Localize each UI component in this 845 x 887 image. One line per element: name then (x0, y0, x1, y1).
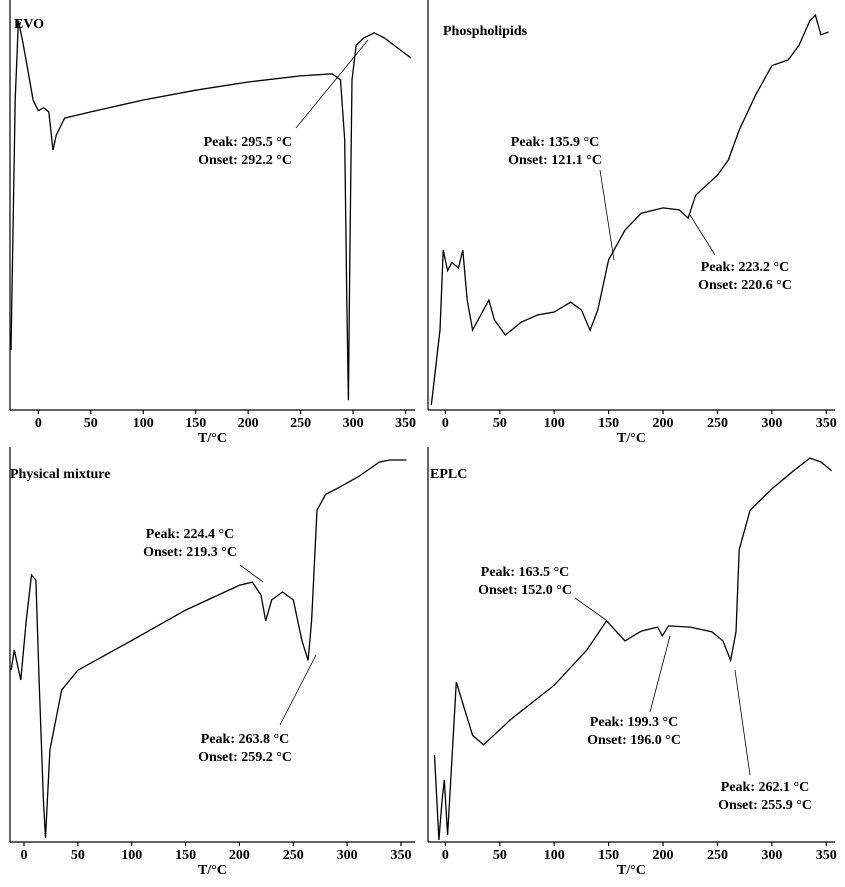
annotation: Onset: 152.0 °C (478, 583, 572, 598)
x-tick-label: 50 (493, 848, 507, 863)
annotation: Onset: 219.3 °C (143, 545, 237, 560)
x-tick-label: 100 (544, 416, 565, 431)
x-tick-label: 300 (337, 848, 358, 863)
curve (433, 457, 833, 841)
annotation: Onset: 259.2 °C (198, 750, 292, 765)
x-tick-label: 250 (707, 416, 728, 431)
x-tick-label: 200 (238, 416, 259, 431)
leader-line (279, 654, 317, 726)
x-tick-label: 0 (442, 848, 449, 863)
x-tick-label: 100 (121, 848, 142, 863)
annotation: Peak: 135.9 °C (511, 135, 599, 150)
x-tick-label: 100 (133, 416, 154, 431)
x-axis-label: T/°C (198, 431, 227, 446)
leader-line (599, 169, 615, 261)
x-tick-label: 350 (395, 416, 416, 431)
x-tick-label: 50 (493, 416, 507, 431)
x-tick-label: 100 (544, 848, 565, 863)
annotation: Peak: 263.8 °C (201, 732, 289, 747)
annotation: Onset: 121.1 °C (508, 153, 602, 168)
panel-title: Physical mixture (10, 467, 110, 482)
x-tick-label: 150 (598, 848, 619, 863)
leader-line (734, 669, 751, 776)
x-tick-label: 150 (175, 848, 196, 863)
x-tick-label: 50 (71, 848, 85, 863)
panel-title: EVO (14, 17, 44, 32)
x-axis-label: T/°C (617, 431, 646, 446)
x-tick-label: 300 (343, 416, 364, 431)
annotation: Peak: 223.2 °C (701, 260, 789, 275)
curve (430, 13, 829, 406)
x-tick-label: 350 (390, 848, 411, 863)
annotation: Peak: 295.5 °C (204, 135, 292, 150)
x-tick-label: 250 (707, 848, 728, 863)
leader-line (574, 597, 607, 621)
annotation: Onset: 255.9 °C (718, 798, 812, 813)
x-tick-label: 200 (653, 416, 674, 431)
x-tick-label: 200 (653, 848, 674, 863)
leader-line (239, 564, 264, 583)
x-axis-label: T/°C (617, 863, 646, 878)
x-tick-label: 200 (229, 848, 250, 863)
annotation: Onset: 196.0 °C (587, 733, 681, 748)
leader-line (689, 214, 716, 256)
annotation: Peak: 163.5 °C (481, 565, 569, 580)
x-tick-label: 50 (84, 416, 98, 431)
x-tick-label: 0 (35, 416, 42, 431)
curve (10, 459, 407, 839)
leader-line (295, 39, 369, 129)
x-tick-label: 350 (816, 848, 837, 863)
x-tick-label: 0 (442, 416, 449, 431)
panel-title: Phospholipids (443, 24, 528, 39)
x-tick-label: 250 (290, 416, 311, 431)
annotation: Peak: 224.4 °C (146, 527, 234, 542)
x-tick-label: 350 (816, 416, 837, 431)
leader-line (649, 635, 671, 713)
annotation: Peak: 262.1 °C (721, 780, 809, 795)
annotation: Onset: 220.6 °C (698, 278, 792, 293)
x-tick-label: 150 (185, 416, 206, 431)
x-tick-label: 300 (761, 848, 782, 863)
x-tick-label: 250 (283, 848, 304, 863)
x-tick-label: 150 (598, 416, 619, 431)
x-tick-label: 300 (761, 416, 782, 431)
x-axis-label: T/°C (198, 863, 227, 878)
annotation: Peak: 199.3 °C (590, 715, 678, 730)
x-tick-label: 0 (21, 848, 28, 863)
panel-title: EPLC (430, 467, 467, 482)
annotation: Onset: 292.2 °C (198, 153, 292, 168)
curve (10, 20, 412, 401)
